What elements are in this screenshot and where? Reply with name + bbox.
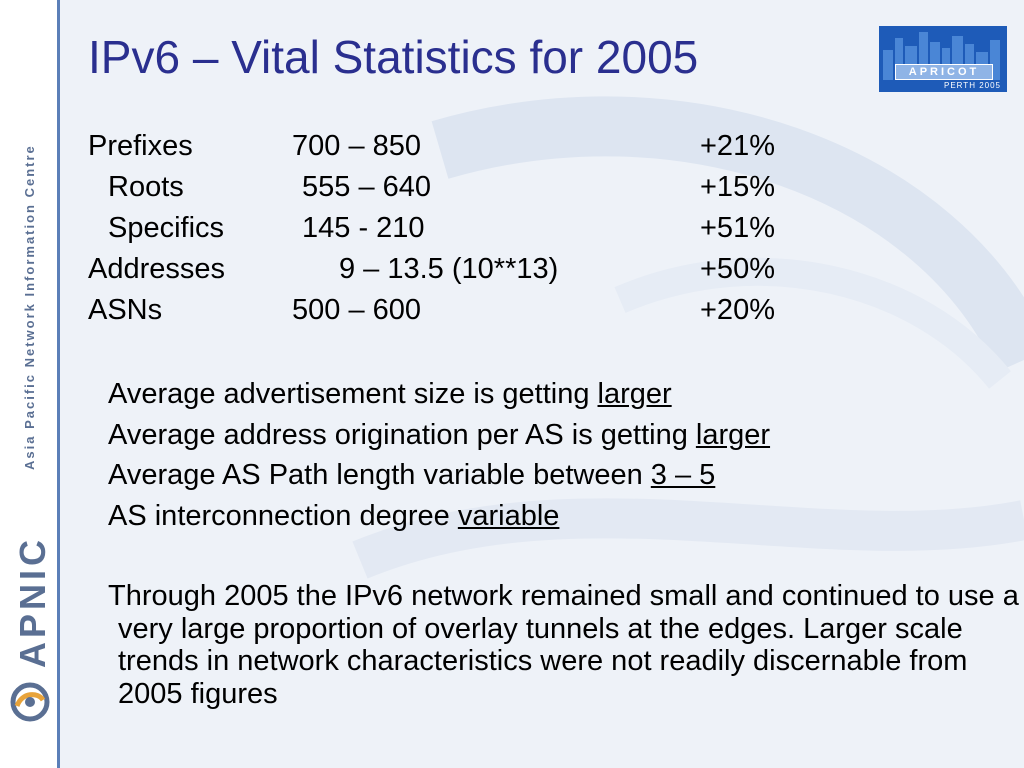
observation-item: Average address origination per AS is ge… bbox=[108, 418, 771, 451]
observation-emphasis: larger bbox=[695, 418, 771, 451]
stat-label: Prefixes bbox=[88, 130, 193, 162]
slide-title: IPv6 – Vital Statistics for 2005 bbox=[88, 31, 699, 83]
stat-change: +50% bbox=[700, 253, 775, 285]
apricot-subtitle: PERTH 2005 bbox=[944, 81, 1001, 90]
stat-range: 500 – 600 bbox=[292, 294, 422, 326]
stat-change: +51% bbox=[700, 212, 775, 244]
stat-change: +21% bbox=[700, 130, 775, 162]
stat-change: +20% bbox=[700, 294, 775, 326]
stat-label: Specifics bbox=[108, 212, 225, 244]
stat-label: Addresses bbox=[88, 253, 226, 285]
stat-range: 555 – 640 bbox=[302, 171, 432, 203]
observation-item: Average advertisement size is getting la… bbox=[108, 378, 672, 410]
stat-label: Roots bbox=[108, 171, 184, 203]
sidebar: Asia Pacific Network Information Centre … bbox=[0, 0, 60, 768]
observation-item: Average AS Path length variable between … bbox=[108, 459, 716, 491]
conclusion-paragraph: Through 2005 the IPv6 network remained s… bbox=[108, 580, 1019, 710]
apricot-wordmark: APRICOT bbox=[895, 64, 993, 80]
stat-change: +15% bbox=[700, 171, 775, 203]
apnic-logo-icon bbox=[10, 682, 50, 722]
stat-range: 9 – 13.5 (10**13) bbox=[339, 253, 559, 285]
observation-item: AS interconnection degree variable bbox=[108, 499, 560, 532]
apricot-logo: APRICOT PERTH 2005 bbox=[879, 26, 1007, 92]
observation-emphasis: 3 – 5 bbox=[650, 459, 716, 491]
stat-range: 700 – 850 bbox=[292, 130, 422, 162]
observation-emphasis: variable bbox=[457, 499, 560, 532]
org-name: Asia Pacific Network Information Centre bbox=[22, 144, 37, 470]
stat-range: 145 - 210 bbox=[302, 212, 425, 244]
apnic-brand: APNIC bbox=[12, 535, 53, 668]
observations-list: Average advertisement size is getting la… bbox=[108, 374, 770, 536]
background-swirl bbox=[352, 96, 1024, 579]
stat-label: ASNs bbox=[88, 294, 163, 326]
observation-emphasis: larger bbox=[597, 378, 672, 410]
